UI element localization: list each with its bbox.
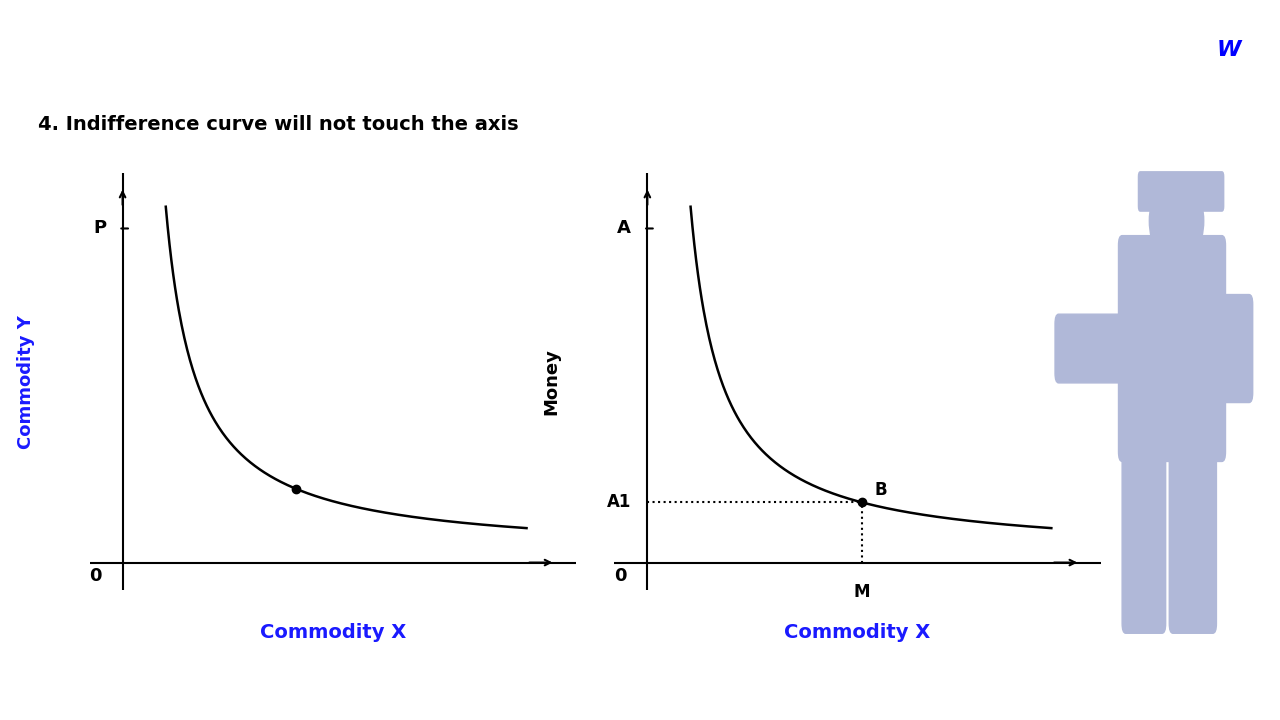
Text: W: W — [1216, 40, 1242, 60]
Text: 0: 0 — [614, 567, 627, 585]
Ellipse shape — [1149, 176, 1203, 265]
Text: Commodity Y: Commodity Y — [18, 315, 36, 449]
FancyBboxPatch shape — [1138, 172, 1224, 211]
Text: Commodity X: Commodity X — [260, 623, 406, 642]
Text: Money: Money — [543, 348, 561, 415]
Text: A: A — [617, 220, 631, 238]
Text: M: M — [854, 583, 870, 601]
FancyBboxPatch shape — [1119, 235, 1225, 462]
Text: INDIFFERENCE CURVE ANALYSIS (ORDINAL): INDIFFERENCE CURVE ANALYSIS (ORDINAL) — [24, 36, 765, 65]
Text: Commodity X: Commodity X — [785, 623, 931, 642]
Text: B: B — [874, 481, 887, 499]
Text: 0: 0 — [90, 567, 102, 585]
Text: A1: A1 — [607, 493, 631, 511]
Text: P: P — [93, 220, 106, 238]
FancyBboxPatch shape — [1170, 427, 1216, 634]
FancyBboxPatch shape — [1210, 294, 1253, 402]
FancyBboxPatch shape — [1123, 427, 1166, 634]
Text: 4. Indifference curve will not touch the axis: 4. Indifference curve will not touch the… — [38, 114, 518, 134]
FancyBboxPatch shape — [1055, 314, 1132, 383]
